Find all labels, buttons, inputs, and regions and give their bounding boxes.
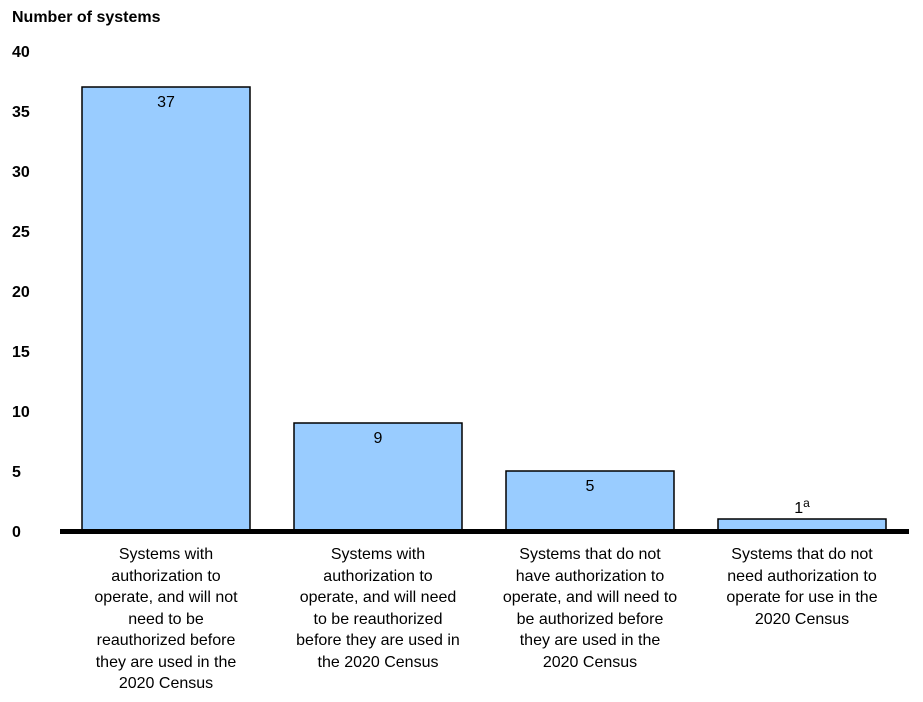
x-tick-label-line: operate, and will need	[299, 589, 457, 606]
x-tick-label-line: need authorization to	[727, 567, 877, 585]
x-tick-label-line: 2020 Census	[542, 653, 638, 671]
x-tick-label-line: Systems with	[118, 546, 214, 563]
y-tick-label: 25	[12, 224, 30, 241]
x-tick-label-line: to be reauthorized	[313, 610, 443, 628]
x-tick-label: Systems with authorization to operate, and…	[61, 544, 271, 695]
x-tick-label-line: 2020 Census	[754, 610, 850, 628]
y-tick-label: 5	[12, 464, 21, 481]
x-tick-label-line: authorization to	[323, 567, 433, 585]
y-tick-label: 40	[12, 44, 30, 61]
data-label: 1a	[794, 496, 810, 517]
x-tick-label: Systems that do not have authorization to…	[485, 544, 695, 673]
y-tick-label: 0	[12, 524, 21, 541]
bar	[293, 422, 463, 532]
x-tick-label-line: they are used in the	[95, 653, 237, 671]
x-tick-label: Systems with authorization to operate, and…	[273, 544, 483, 673]
x-tick-label-line: Systems with	[330, 546, 426, 563]
y-axis-title: Number of systems	[12, 9, 161, 26]
x-tick-label-line: 2020 Census	[118, 675, 214, 692]
y-tick-label: 10	[12, 404, 30, 421]
x-tick-label-line: need to be	[128, 610, 204, 628]
x-tick-label-line: operate, and will need to	[502, 589, 678, 606]
data-label: 9	[374, 430, 383, 447]
x-tick-label-line: operate, and will not	[94, 589, 238, 606]
x-tick-label-line: authorization to	[111, 567, 221, 585]
x-tick-label-line: the 2020 Census	[317, 653, 439, 671]
x-tick-label-line: reauthorized before	[96, 632, 236, 649]
data-label: 5	[586, 478, 595, 495]
footnote-superscript: a	[803, 496, 810, 510]
x-tick-label-line: have authorization to	[515, 567, 665, 585]
data-label: 37	[157, 94, 175, 111]
y-tick-label: 20	[12, 284, 30, 301]
x-tick-label-line: be authorized before	[516, 610, 664, 628]
x-tick-label-line: they are used in the	[519, 632, 661, 649]
y-tick-label: 15	[12, 344, 30, 361]
y-tick-label: 35	[12, 104, 30, 121]
x-tick-label-line: operate for use in the	[726, 589, 878, 606]
x-tick-label-line: before they are used in	[296, 632, 460, 649]
x-tick-label: Systems that do not need authorization to…	[697, 544, 907, 630]
x-axis-line	[60, 529, 909, 534]
bar	[81, 86, 251, 532]
x-tick-label-line: Systems that do not	[519, 546, 661, 563]
y-tick-label: 30	[12, 164, 30, 181]
x-tick-label-line: Systems that do not	[731, 546, 873, 563]
